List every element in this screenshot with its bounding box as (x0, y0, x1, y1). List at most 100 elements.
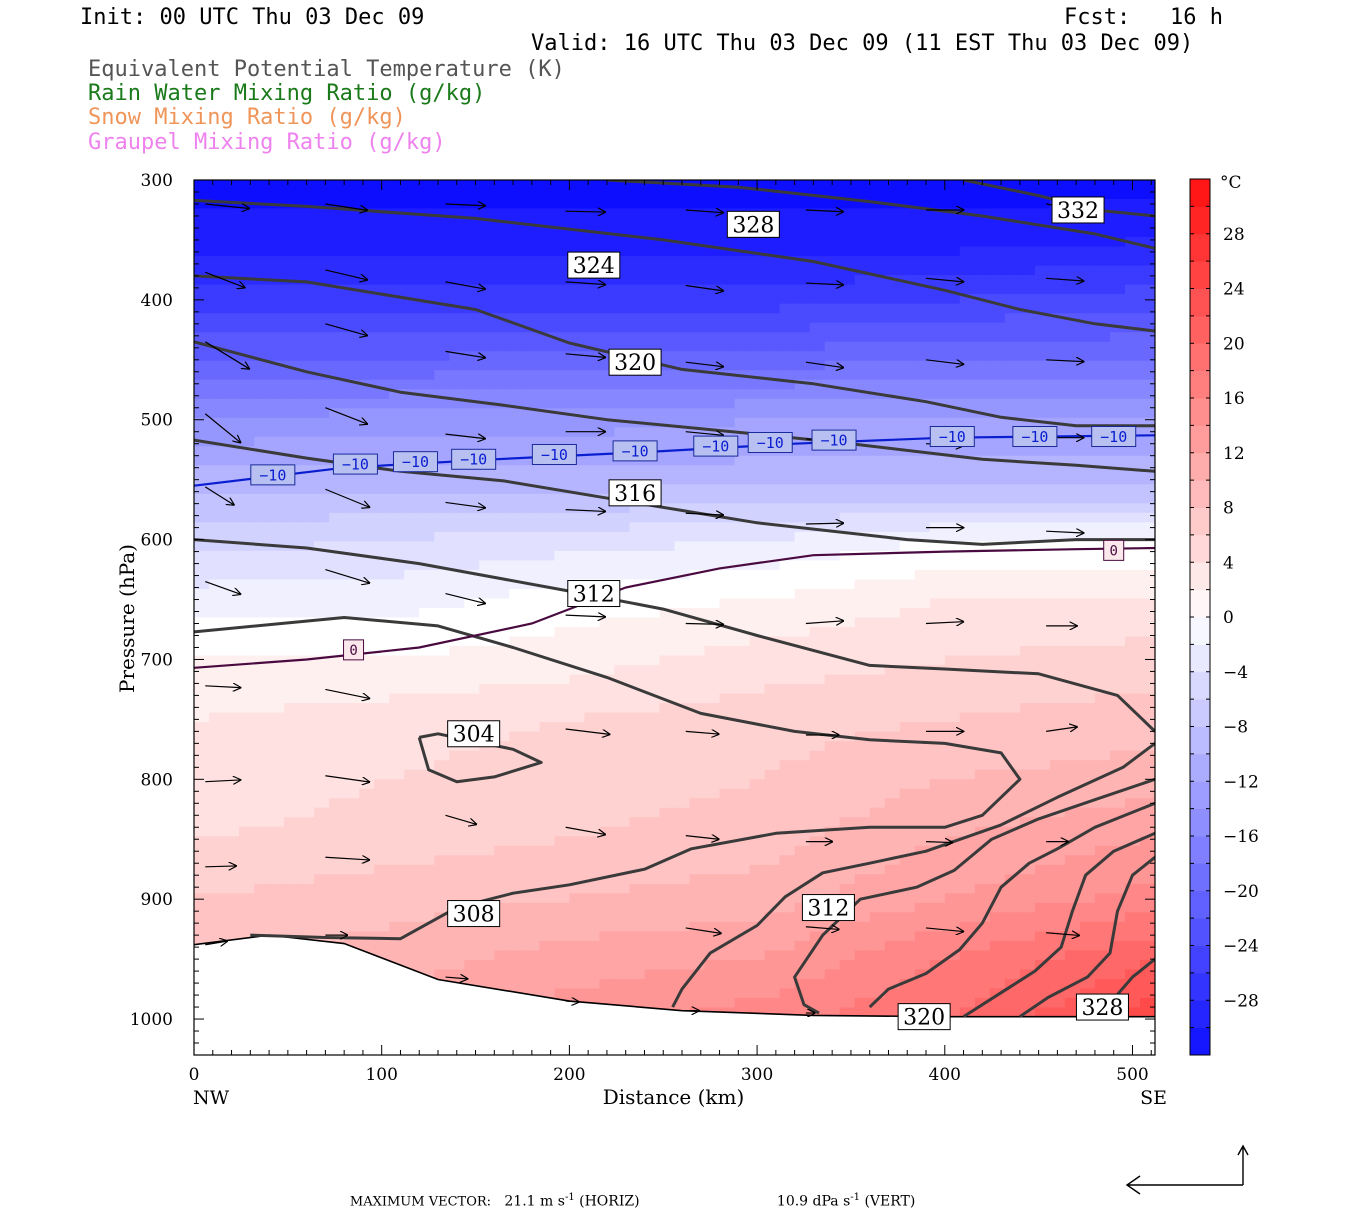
temperature-cell (749, 541, 766, 552)
temperature-cell (194, 417, 210, 428)
temperature-cell (959, 512, 976, 523)
temperature-cell (839, 256, 856, 267)
temperature-cell (764, 550, 781, 561)
temperature-cell (944, 256, 961, 267)
temperature-cell (1004, 569, 1021, 580)
temperature-cell (809, 265, 826, 276)
temperature-cell (479, 256, 495, 267)
temperature-cell (794, 436, 811, 447)
temperature-cell (899, 579, 916, 590)
temperature-cell (1064, 598, 1081, 609)
temperature-cell (224, 779, 240, 790)
temperature-cell (809, 522, 826, 533)
temperature-cell (404, 341, 420, 352)
temperature-cell (614, 883, 630, 894)
temperature-cell (629, 256, 646, 267)
temperature-cell (329, 741, 345, 752)
temperature-cell (674, 531, 691, 542)
temperature-cell (434, 712, 450, 723)
temperature-cell (494, 807, 510, 818)
temperature-cell (734, 674, 751, 685)
temperature-cell (1004, 256, 1021, 267)
temperature-cell (629, 636, 646, 647)
temperature-cell (824, 284, 841, 295)
temperature-cell (569, 284, 585, 295)
temperature-cell (194, 569, 210, 580)
temperature-cell (314, 674, 330, 685)
temperature-cell (359, 731, 375, 742)
temperature-cell (929, 417, 946, 428)
temperature-cell (614, 569, 630, 580)
temperature-cell (1004, 208, 1021, 219)
temperature-cell (719, 779, 736, 790)
temperature-cell (1034, 684, 1051, 695)
temperature-cell (1125, 341, 1141, 352)
temperature-cell (944, 474, 961, 485)
temperature-cell (374, 332, 390, 343)
temperature-cell (224, 788, 240, 799)
temperature-cell (1140, 503, 1155, 514)
temperature-cell (464, 855, 480, 866)
temperature-cell (674, 560, 691, 571)
temperature-cell (194, 389, 210, 400)
temperature-cell (764, 636, 781, 647)
temperature-cell (599, 807, 615, 818)
temperature-cell (734, 741, 751, 752)
temperature-cell (899, 722, 916, 733)
temperature-cell (644, 246, 661, 257)
temperature-cell (974, 769, 991, 780)
temperature-cell (329, 769, 345, 780)
temperature-cell (614, 294, 630, 305)
temperature-cell (224, 379, 240, 390)
temperature-cell (389, 636, 405, 647)
temperature-cell (569, 912, 585, 923)
temperature-cell (539, 845, 555, 856)
temperature-cell (584, 503, 600, 514)
temperature-cell (599, 665, 615, 676)
temperature-cell (284, 608, 300, 619)
temperature-cell (494, 655, 510, 666)
temperature-cell (554, 199, 570, 210)
temperature-cell (314, 589, 330, 600)
temperature-cell (329, 893, 345, 904)
temperature-cell (524, 322, 540, 333)
temperature-cell (719, 598, 736, 609)
temperature-cell (659, 408, 676, 419)
temperature-cell (329, 826, 345, 837)
temperature-cell (674, 199, 691, 210)
temperature-cell (239, 893, 255, 904)
temperature-cell (374, 484, 390, 495)
temperature-cell (959, 531, 976, 542)
temperature-cell (524, 864, 540, 875)
temperature-cell (1049, 741, 1066, 752)
temperature-cell (1019, 627, 1036, 638)
temperature-cell (494, 218, 510, 229)
temperature-cell (794, 855, 811, 866)
temperature-cell (839, 569, 856, 580)
temperature-cell (1094, 826, 1111, 837)
temperature-cell (194, 303, 210, 314)
temperature-cell (1034, 218, 1051, 229)
temperature-cell (1079, 750, 1096, 761)
temperature-cell (224, 427, 240, 438)
temperature-cell (809, 883, 826, 894)
temperature-cell (569, 474, 585, 485)
temperature-cell (839, 313, 856, 324)
temperature-cell (704, 322, 721, 333)
temperature-cell (824, 256, 841, 267)
temperature-cell (464, 617, 480, 628)
temperature-cell (689, 712, 706, 723)
temperature-cell (599, 531, 615, 542)
temperature-cell (854, 408, 871, 419)
temperature-cell (314, 731, 330, 742)
temperature-cell (389, 684, 405, 695)
temperature-cell (554, 674, 570, 685)
temperature-cell (869, 503, 886, 514)
temperature-cell (629, 646, 646, 657)
temperature-cell (224, 741, 240, 752)
temperature-cell (1034, 256, 1051, 267)
temperature-cell (929, 798, 946, 809)
temperature-cell (719, 275, 736, 286)
temperature-cell (749, 398, 766, 409)
temperature-cell (869, 864, 886, 875)
